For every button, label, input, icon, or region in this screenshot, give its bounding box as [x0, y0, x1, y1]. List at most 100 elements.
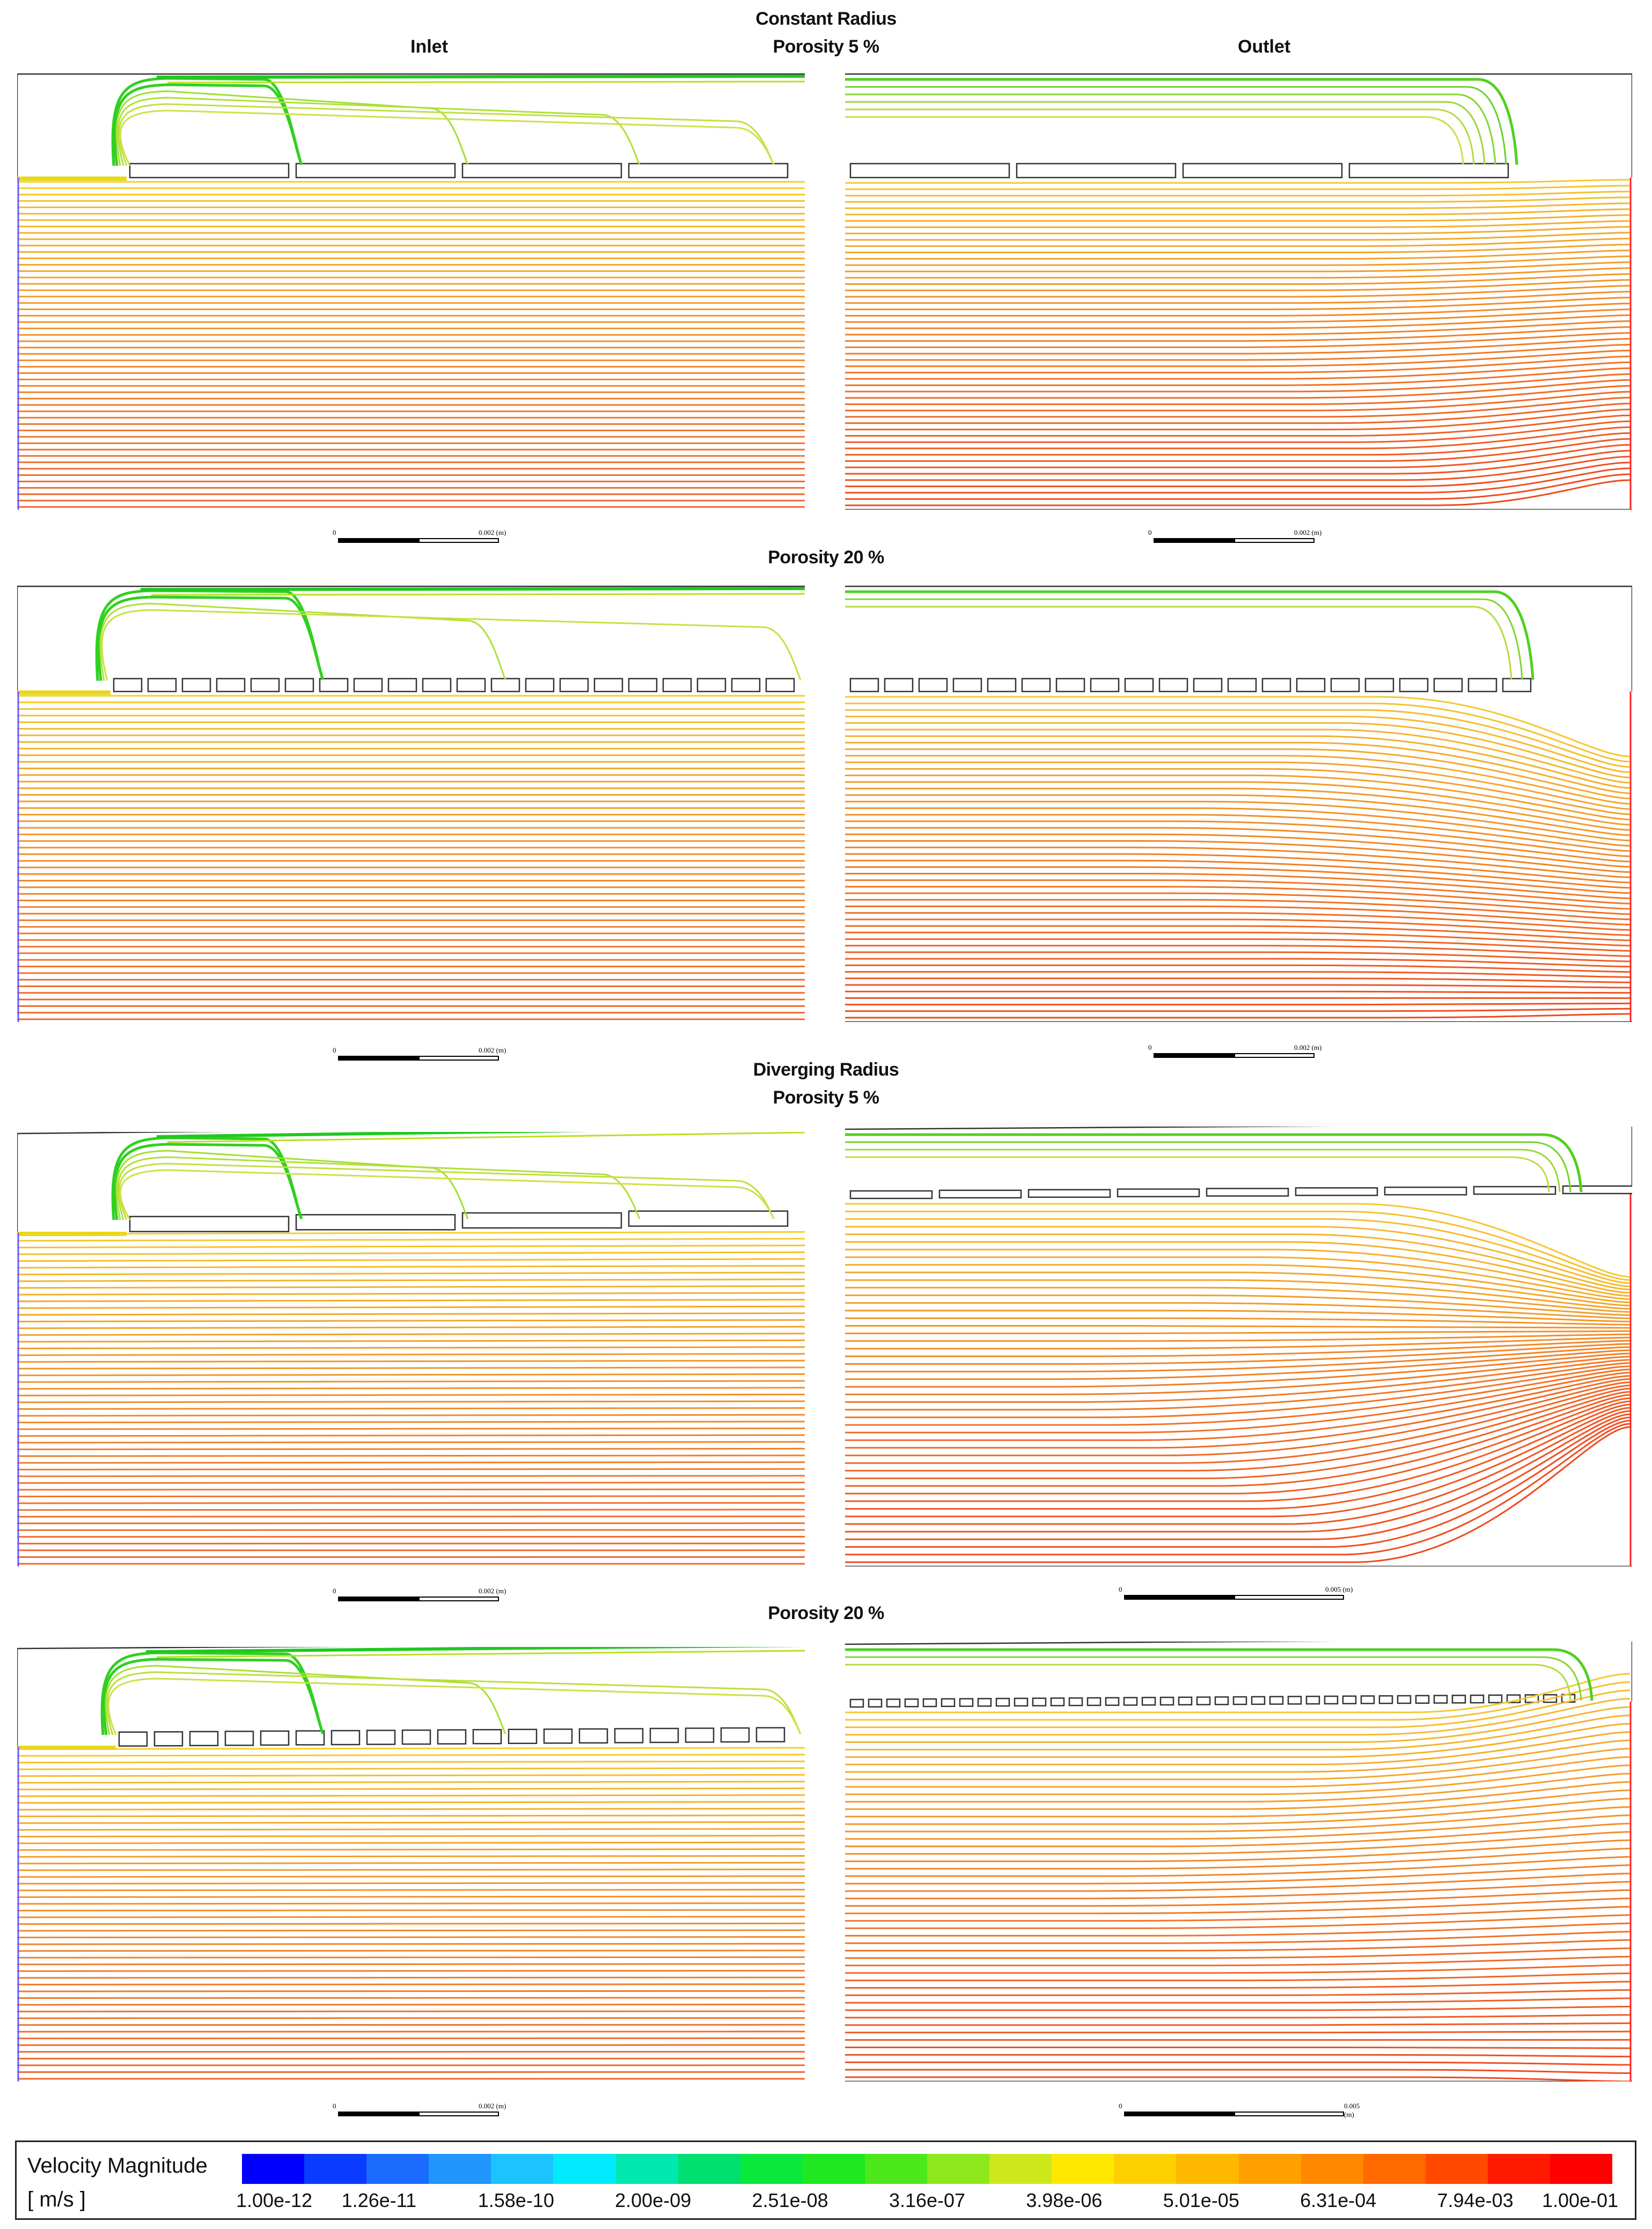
pore-wall [1232, 1696, 1247, 1705]
legend-color-band [1238, 2154, 1301, 2184]
pore-wall [662, 678, 692, 693]
streamline [845, 1375, 1631, 1441]
panel-dr-p5-inlet [17, 1132, 805, 1566]
streamline [845, 1897, 1631, 1915]
legend-color-band [1487, 2154, 1550, 2184]
scale-bar-4: 0 0.002 (m) [1148, 1043, 1374, 1065]
streamline [845, 426, 1631, 450]
pore-wall [331, 1730, 361, 1746]
legend-tick-label: 7.94e-03 [1437, 2189, 1514, 2211]
streamline [845, 755, 1631, 805]
pore-wall [884, 678, 914, 693]
streamline [17, 1285, 805, 1289]
streamline [845, 1241, 1631, 1294]
legend-tick-label: 3.98e-06 [1026, 2189, 1103, 2211]
pore-wall [849, 1698, 864, 1708]
pore-wall [181, 678, 211, 693]
recirculation-streamline [845, 1664, 1572, 1701]
streamline [845, 788, 1631, 831]
streamline [845, 273, 1631, 285]
streamline [845, 1394, 1631, 1487]
legend-tick-label: 2.00e-09 [615, 2189, 692, 2211]
pore-wall [1261, 678, 1291, 693]
streamline [17, 1251, 805, 1255]
recirculation-streamline [101, 609, 802, 681]
streamline [845, 945, 1631, 957]
pore-wall [1433, 1695, 1448, 1704]
pore-wall [1269, 1696, 1284, 1705]
pore-wall [224, 1731, 254, 1746]
streamline [845, 344, 1631, 361]
pore-wall [685, 1727, 715, 1743]
pore-wall [260, 1730, 290, 1746]
streamline [845, 1906, 1631, 1922]
streamline [845, 807, 1631, 847]
streamline [845, 1426, 1631, 1563]
streamline [845, 1814, 1631, 1840]
streamline [845, 761, 1631, 810]
streamline [845, 1806, 1631, 1833]
recirculation-streamline [845, 1133, 1583, 1193]
streamline [845, 1764, 1631, 1796]
streamline-plot [17, 1647, 805, 2081]
streamline [845, 1013, 1631, 1019]
streamline [845, 938, 1631, 952]
streamline [845, 226, 1631, 234]
scale-bar-label: 0.002 (m) [479, 2102, 506, 2110]
streamline [845, 971, 1631, 978]
recirculation-streamline [845, 116, 1464, 165]
streamline [845, 833, 1631, 868]
streamline [845, 408, 1631, 431]
streamline [17, 1787, 805, 1791]
streamline [845, 873, 1631, 899]
pore-wall [366, 1730, 396, 1745]
pore-wall [593, 678, 623, 693]
recirculation-streamline [845, 93, 1496, 165]
pore-wall [1016, 163, 1177, 179]
streamline [17, 1794, 805, 1797]
pore-wall [1032, 1697, 1047, 1706]
streamline [17, 1414, 805, 1417]
streamline [845, 1271, 1631, 1307]
pore-wall [1193, 678, 1223, 693]
pore-wall [849, 163, 1010, 179]
streamline [845, 1848, 1631, 1870]
pore-wall [1488, 1694, 1503, 1704]
streamline [845, 1369, 1631, 1426]
scale-bar-2: 0 0.002 (m) [1148, 528, 1374, 550]
streamline [17, 1488, 805, 1491]
streamline [845, 1002, 1631, 1006]
streamline [845, 1856, 1631, 1877]
streamline [845, 702, 1631, 763]
pore-wall [849, 1190, 933, 1200]
pore-wall [938, 1189, 1022, 1199]
streamline [17, 1814, 805, 1818]
pore-wall [1158, 678, 1188, 693]
streamline [17, 1875, 805, 1878]
streamline [845, 1822, 1631, 1848]
scale-bar-zero: 0 [333, 2102, 336, 2110]
pore-wall [1105, 1697, 1120, 1706]
streamline [845, 303, 1631, 317]
streamline [845, 1997, 1631, 2004]
streamline [845, 444, 1631, 468]
streamline [845, 827, 1631, 863]
pore-wall [1305, 1695, 1320, 1705]
streamline [17, 1767, 805, 1770]
streamline [845, 912, 1631, 931]
streamline [845, 1715, 1631, 1750]
legend-color-bar [242, 2154, 1613, 2184]
recirculation-streamline [845, 1156, 1550, 1193]
legend-color-band [740, 2154, 803, 2184]
top-streamline [151, 593, 805, 596]
streamline [845, 1972, 1631, 1982]
streamline [17, 1271, 805, 1276]
recirculation-streamline [95, 589, 325, 681]
streamline [17, 1428, 805, 1430]
pore-wall [941, 1698, 956, 1708]
top-streamline [145, 1647, 805, 1653]
streamline [17, 1353, 805, 1356]
pore-wall [1090, 678, 1120, 693]
streamline [17, 1305, 805, 1309]
legend-color-band [553, 2154, 616, 2184]
